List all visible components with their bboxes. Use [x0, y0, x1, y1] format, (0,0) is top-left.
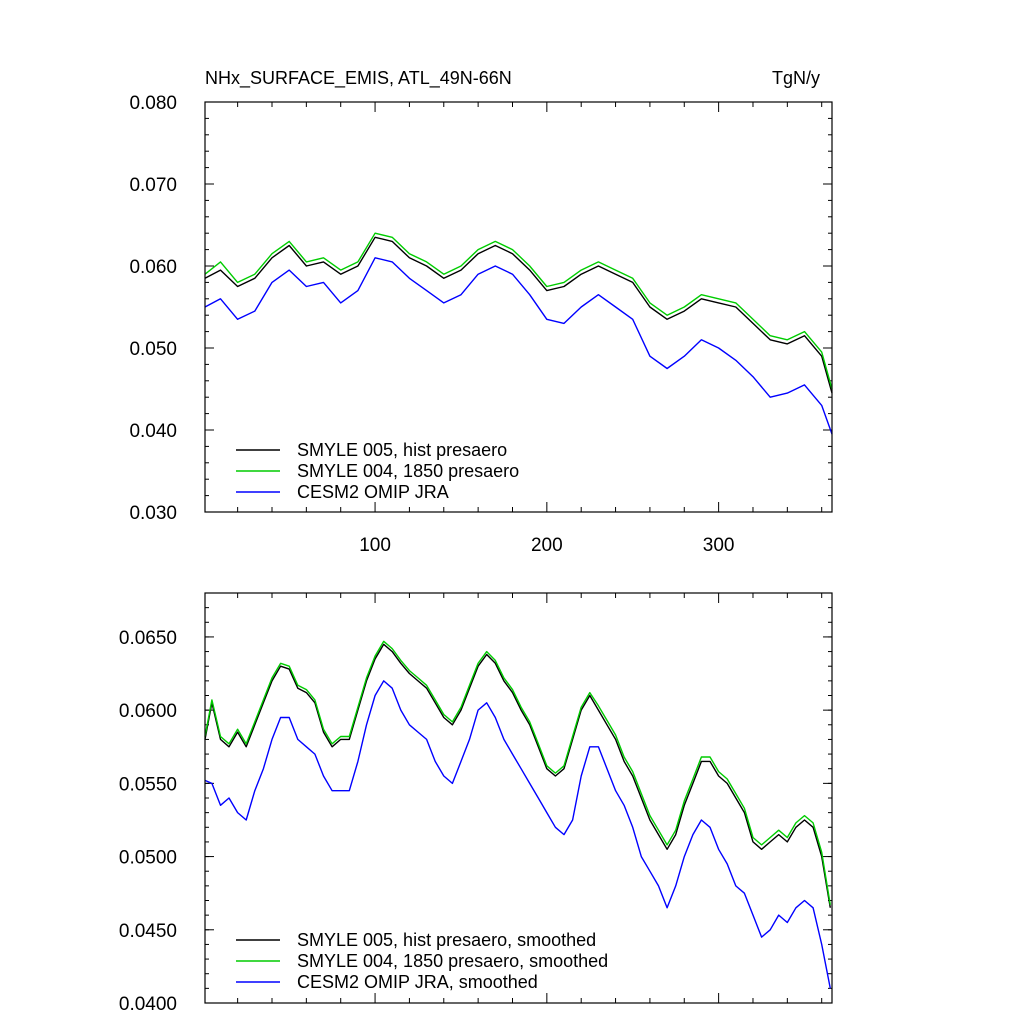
legend-label: SMYLE 004, 1850 presaero	[297, 461, 519, 481]
x-tick-label: 100	[359, 535, 391, 556]
series-line	[204, 643, 831, 908]
legend-label: CESM2 OMIP JRA	[297, 482, 449, 502]
bottom-panel: 0.0400 0.0450 0.0500 0.0550 0.0600 0.0650 SMY…	[119, 592, 833, 1015]
y-tick-label: 0.030	[129, 503, 177, 524]
y-tick-label: 0.0400	[119, 994, 177, 1015]
x-tick-label: 300	[703, 535, 735, 556]
y-tick-label: 0.0650	[119, 628, 177, 649]
x-tick-label: 200	[531, 535, 563, 556]
bottom-legend: SMYLE 005, hist presaero, smoothedSMYLE …	[236, 930, 608, 992]
y-tick-label: 0.0500	[119, 848, 177, 869]
series-line	[204, 236, 833, 394]
y-tick-label: 0.070	[129, 175, 177, 196]
bottom-plot-frame	[204, 592, 833, 1004]
series-line	[204, 640, 831, 906]
y-tick-label: 0.080	[129, 93, 177, 114]
legend-label: SMYLE 005, hist presaero, smoothed	[297, 930, 596, 950]
y-tick-label: 0.050	[129, 339, 177, 360]
legend-label: CESM2 OMIP JRA, smoothed	[297, 972, 538, 992]
y-tick-label: 0.0450	[119, 921, 177, 942]
legend-label: SMYLE 005, hist presaero	[297, 440, 507, 460]
top-plot-frame	[204, 101, 833, 513]
y-tick-label: 0.0550	[119, 774, 177, 795]
y-tick-label: 0.060	[129, 257, 177, 278]
series-line	[204, 680, 831, 989]
chart-title: NHx_SURFACE_EMIS, ATL_49N-66N	[205, 68, 512, 89]
y-tick-label: 0.040	[129, 421, 177, 442]
series-line	[204, 232, 833, 390]
units-label: TgN/y	[772, 68, 820, 88]
top-panel: NHx_SURFACE_EMIS, ATL_49N-66N TgN/y 0.03…	[129, 68, 833, 556]
legend-label: SMYLE 004, 1850 presaero, smoothed	[297, 951, 608, 971]
y-tick-label: 0.0600	[119, 701, 177, 722]
series-line	[204, 257, 833, 435]
